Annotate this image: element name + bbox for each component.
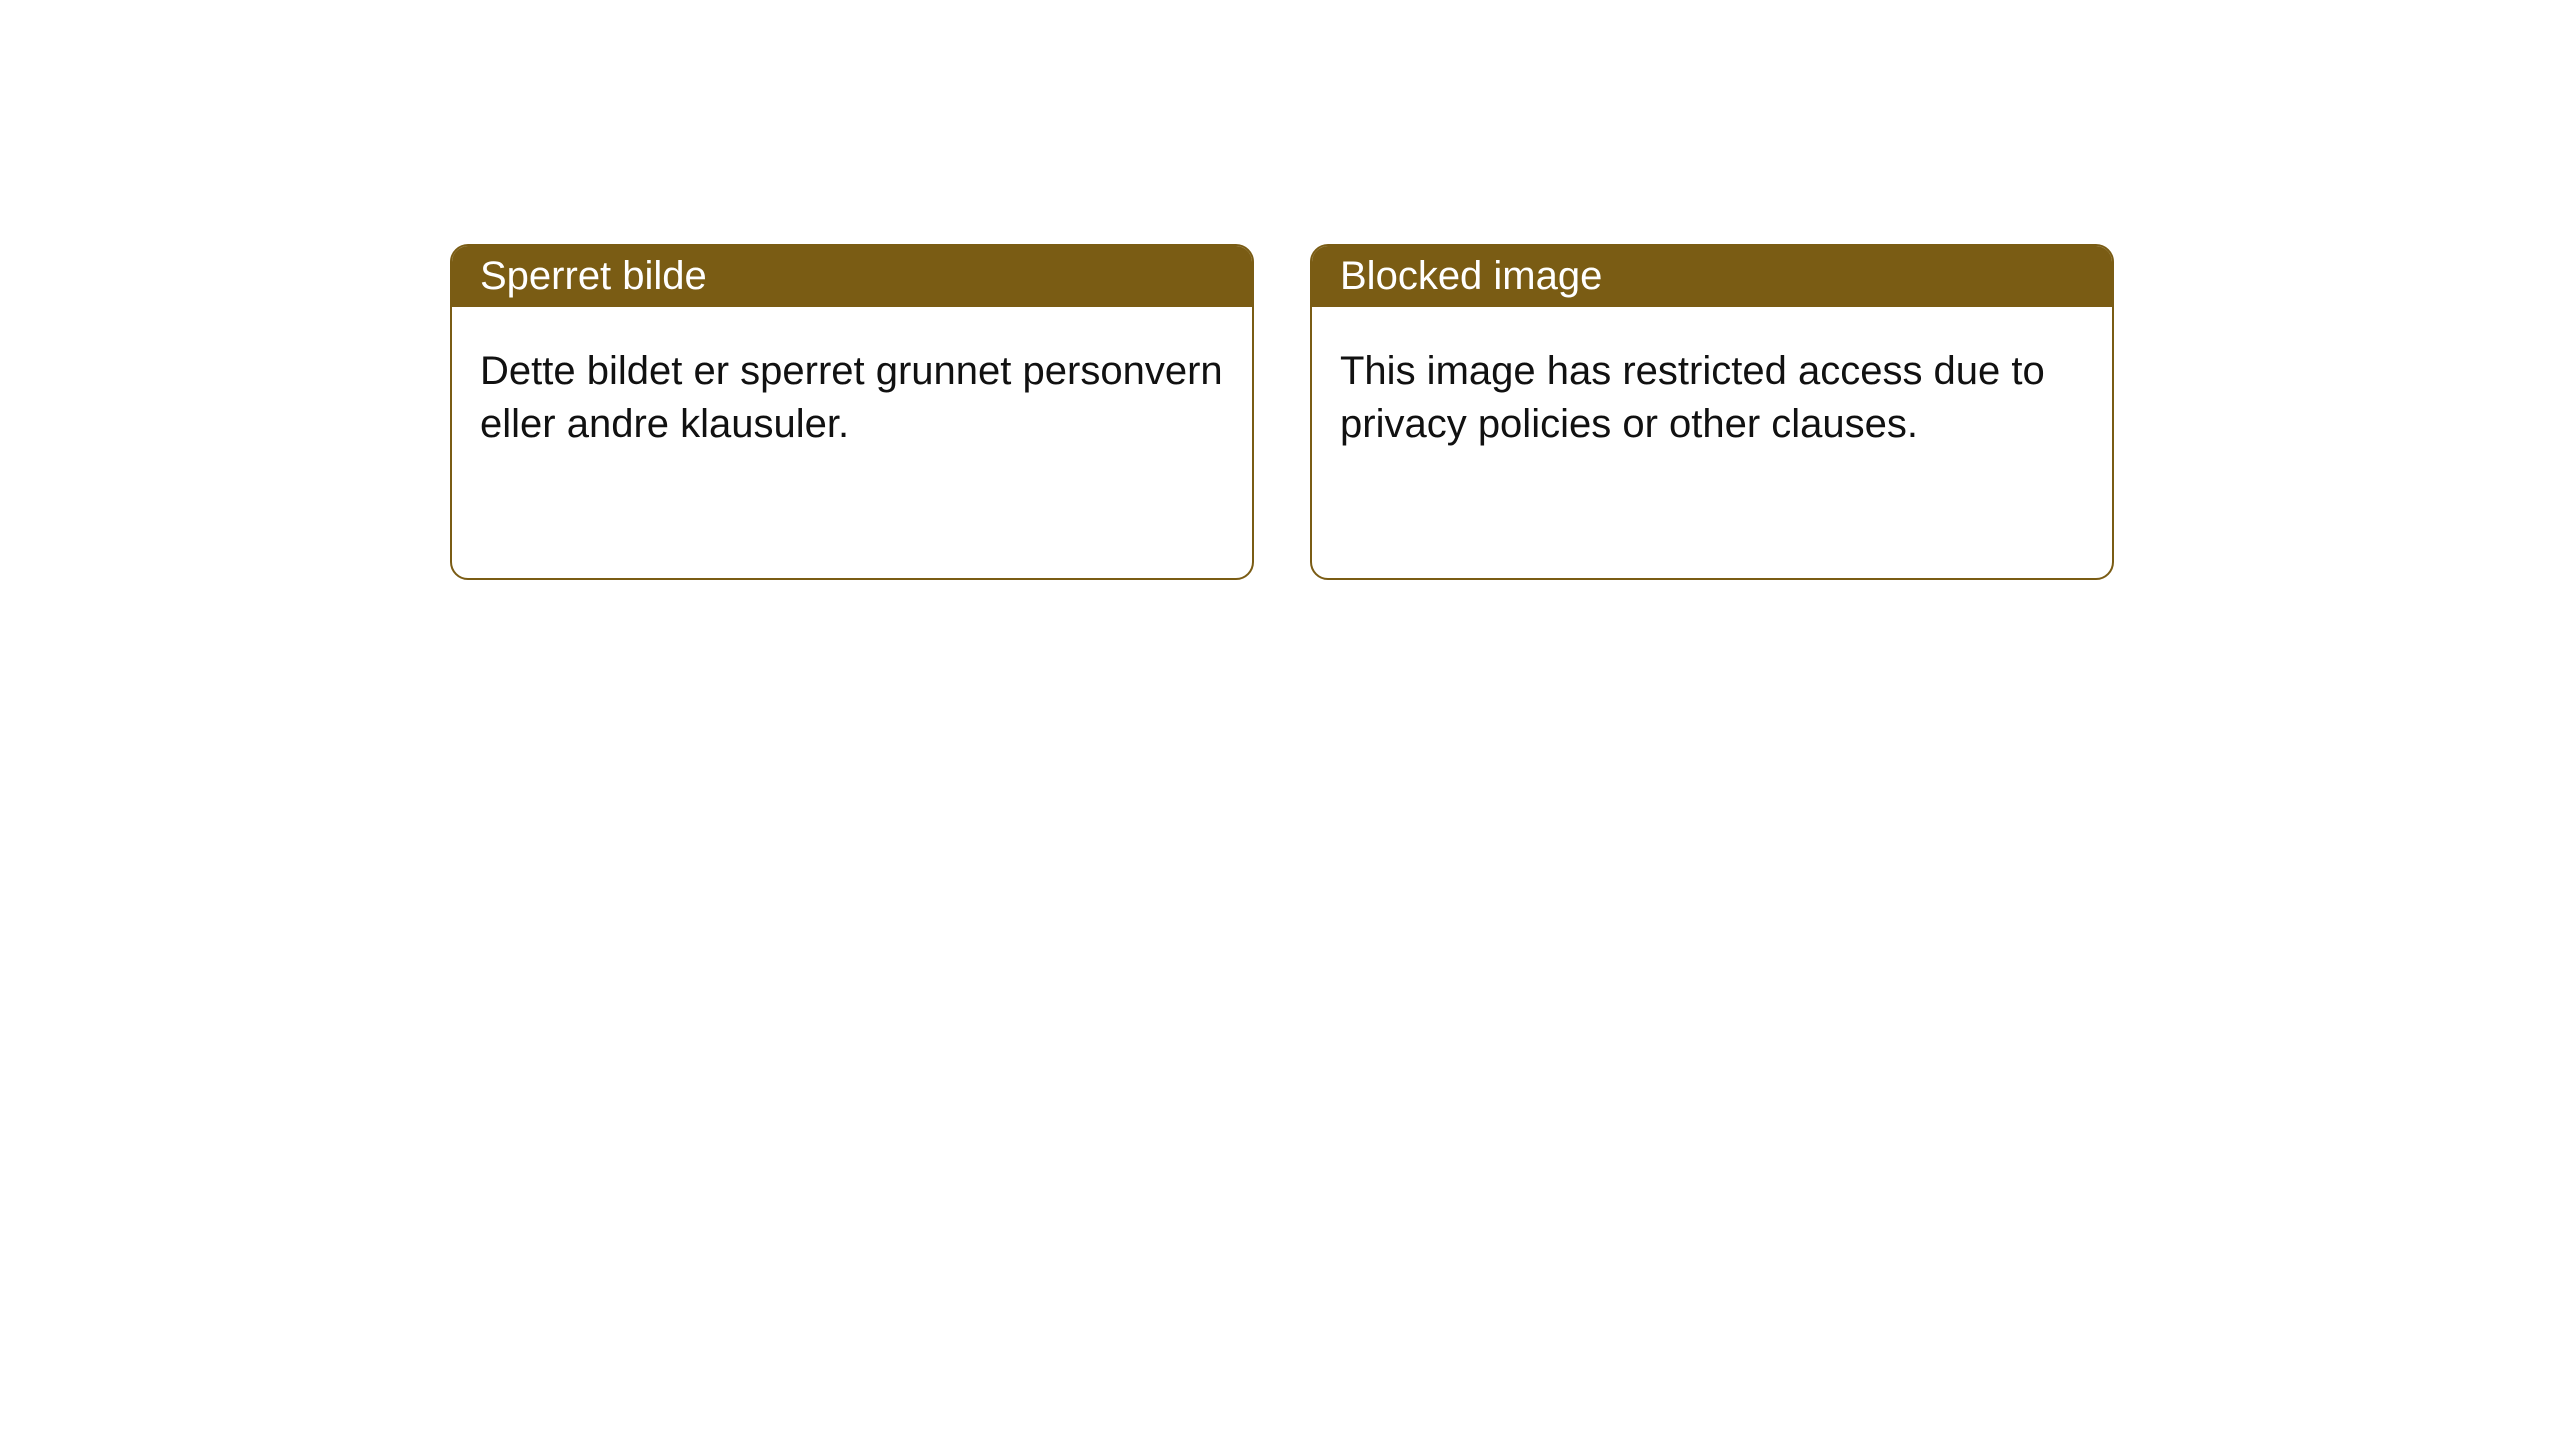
blocked-image-card-english: Blocked image This image has restricted … xyxy=(1310,244,2114,580)
card-body: Dette bildet er sperret grunnet personve… xyxy=(452,307,1252,489)
card-title: Blocked image xyxy=(1312,246,2112,307)
card-title: Sperret bilde xyxy=(452,246,1252,307)
card-body: This image has restricted access due to … xyxy=(1312,307,2112,489)
blocked-image-card-norwegian: Sperret bilde Dette bildet er sperret gr… xyxy=(450,244,1254,580)
notice-container: Sperret bilde Dette bildet er sperret gr… xyxy=(0,0,2560,580)
